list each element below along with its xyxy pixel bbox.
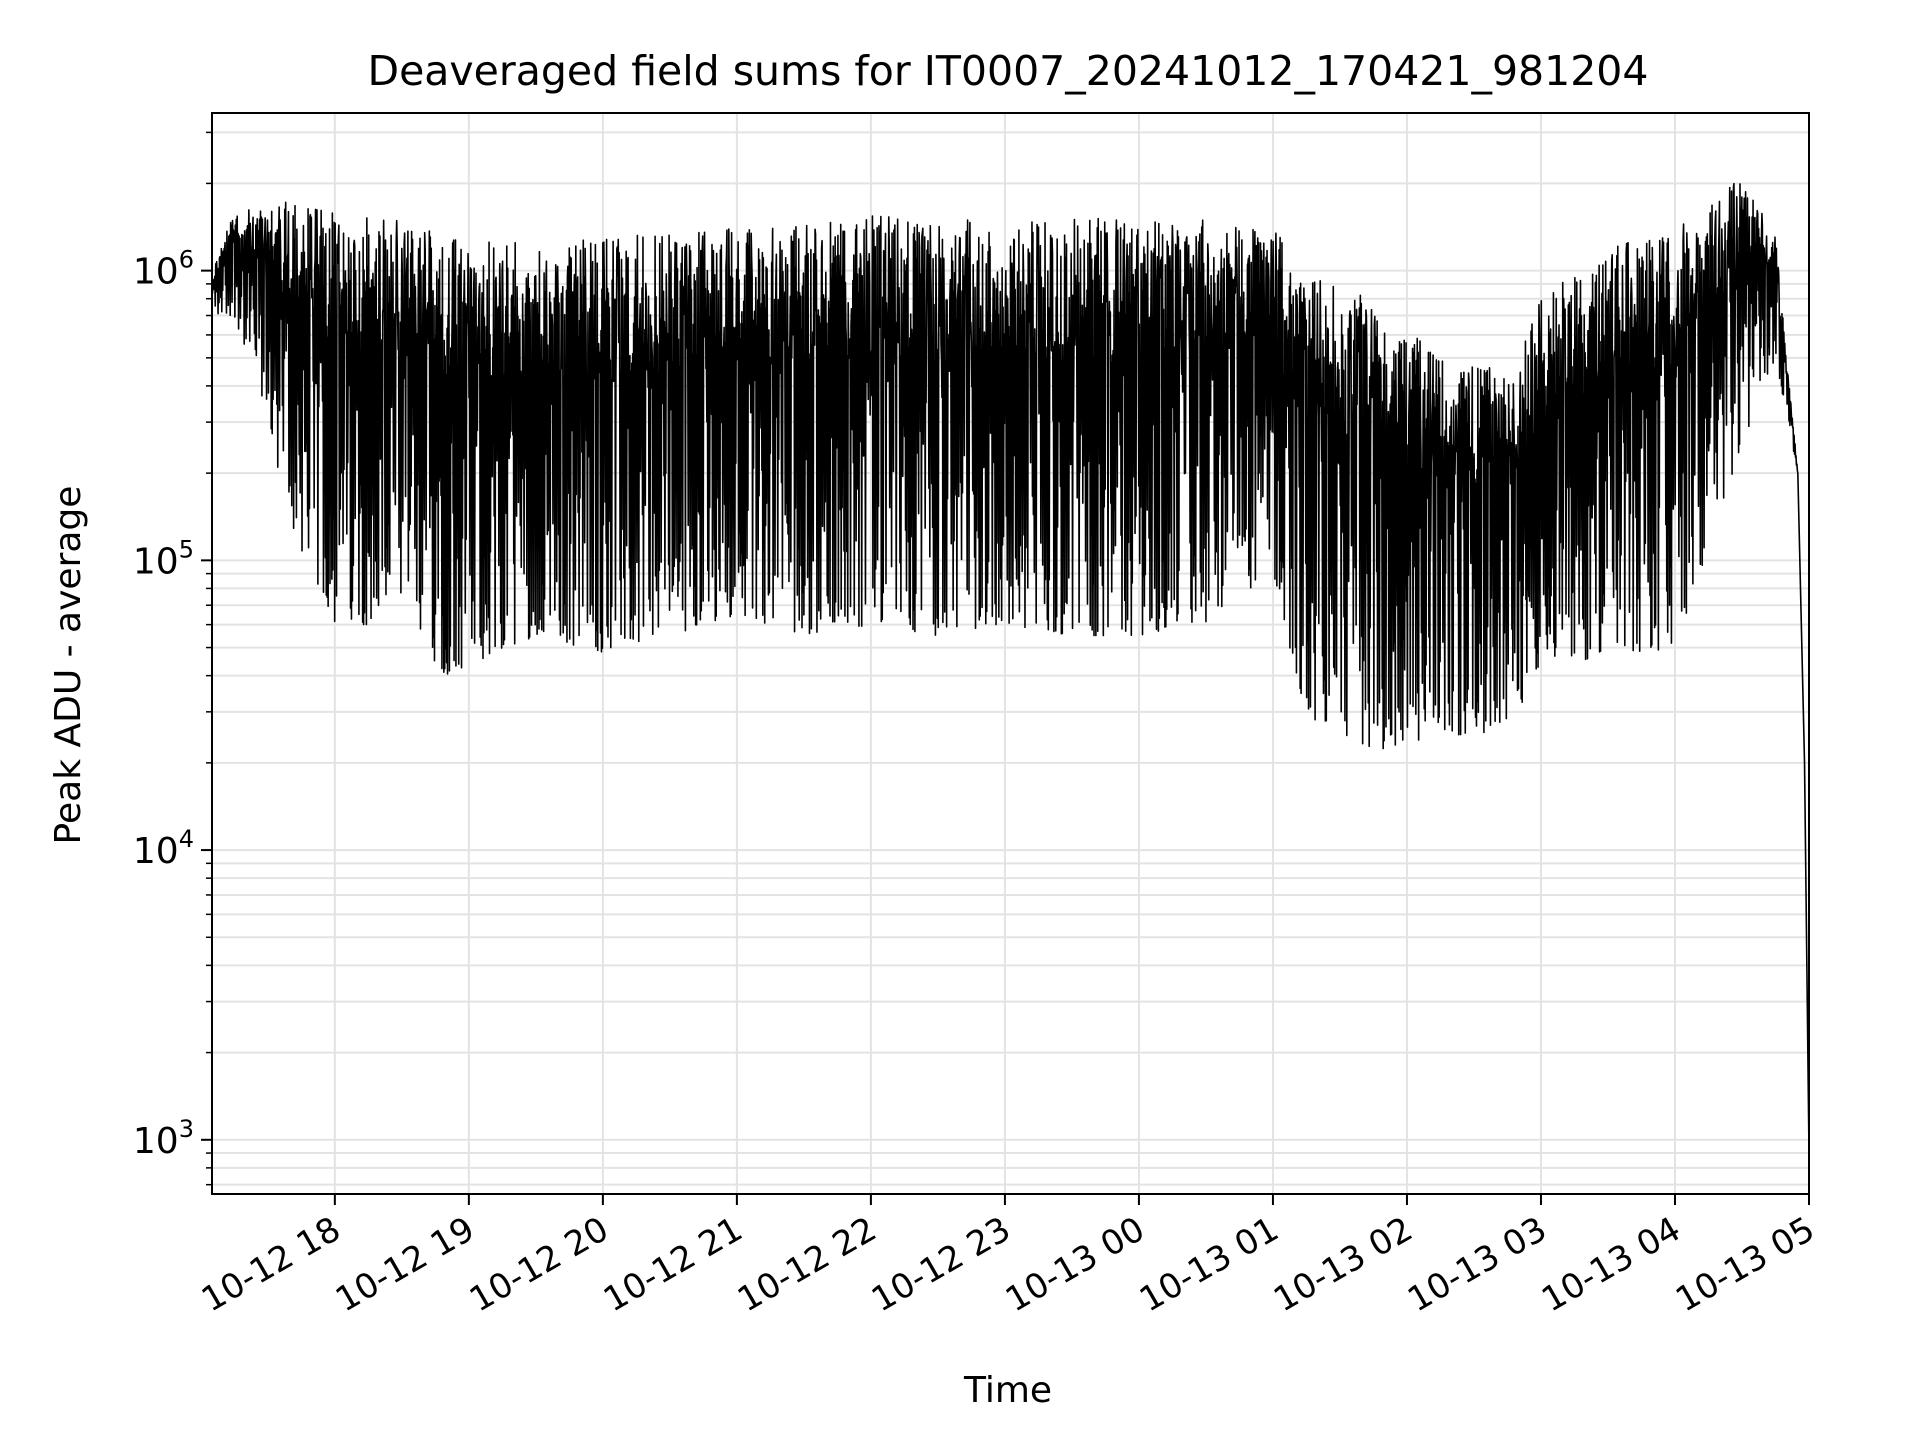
plot-frame (211, 112, 1810, 1195)
x-axis-label: Time (963, 1370, 1052, 1411)
y-tick-base: 10 (133, 1121, 179, 1162)
chart-title: Deaveraged field sums for IT0007_2024101… (368, 47, 1649, 95)
series-line (212, 182, 1809, 1154)
y-tick-base: 10 (133, 252, 179, 293)
y-tick-exponent: 6 (179, 246, 194, 274)
y-tick-label: 105 (133, 535, 194, 582)
y-tick-base: 10 (133, 541, 179, 582)
y-tick-base: 10 (133, 831, 179, 872)
y-tick-label: 104 (133, 825, 194, 872)
y-tick-exponent: 5 (179, 535, 194, 563)
y-tick-exponent: 3 (179, 1115, 194, 1143)
y-tick-label: 106 (133, 246, 194, 293)
data-series (212, 182, 1809, 1154)
y-tick-label: 103 (133, 1115, 194, 1162)
y-tick-exponent: 4 (179, 825, 194, 853)
y-axis-label: Peak ADU - average (48, 486, 89, 845)
